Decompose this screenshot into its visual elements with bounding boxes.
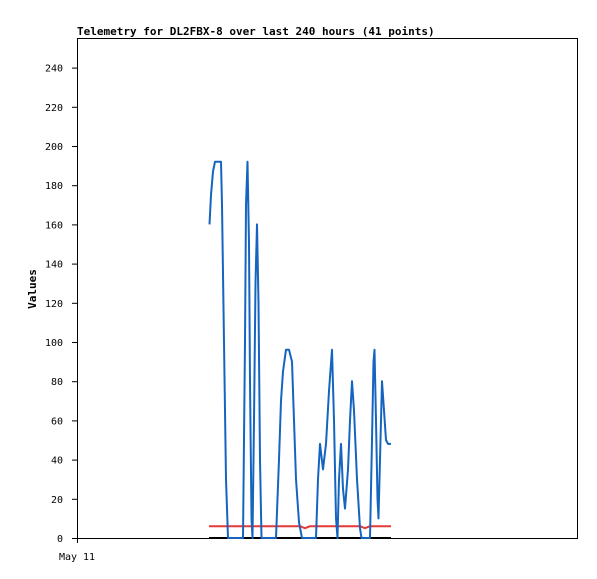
series-line-1 <box>209 525 391 530</box>
y-tick-label: 60 <box>51 416 63 427</box>
y-tick-label: 120 <box>45 299 63 310</box>
y-tick-label: 200 <box>45 142 63 153</box>
y-tick-label: 40 <box>51 456 63 467</box>
y-tick-label: 0 <box>57 534 63 545</box>
y-axis-label: Values <box>26 269 39 309</box>
data-series-group <box>208 160 391 539</box>
y-tick-label: 140 <box>45 260 63 271</box>
y-tick-label: 220 <box>45 103 63 114</box>
y-tick-label: 180 <box>45 181 63 192</box>
series-line-0 <box>208 160 391 539</box>
y-tick-label: 240 <box>45 64 63 75</box>
y-tick-label: 80 <box>51 377 63 388</box>
x-tick-label: May 11 <box>59 552 95 563</box>
y-tick-label: 20 <box>51 495 63 506</box>
chart-title: Telemetry for DL2FBX-8 over last 240 hou… <box>77 25 435 38</box>
x-axis-ticks: May 11 <box>59 538 95 563</box>
y-tick-label: 100 <box>45 338 63 349</box>
y-axis-ticks: 0 20 40 60 80 100 120 140 160 180 200 220 240 <box>45 64 77 545</box>
y-tick-label: 160 <box>45 220 63 231</box>
plot-area-frame <box>77 38 578 539</box>
